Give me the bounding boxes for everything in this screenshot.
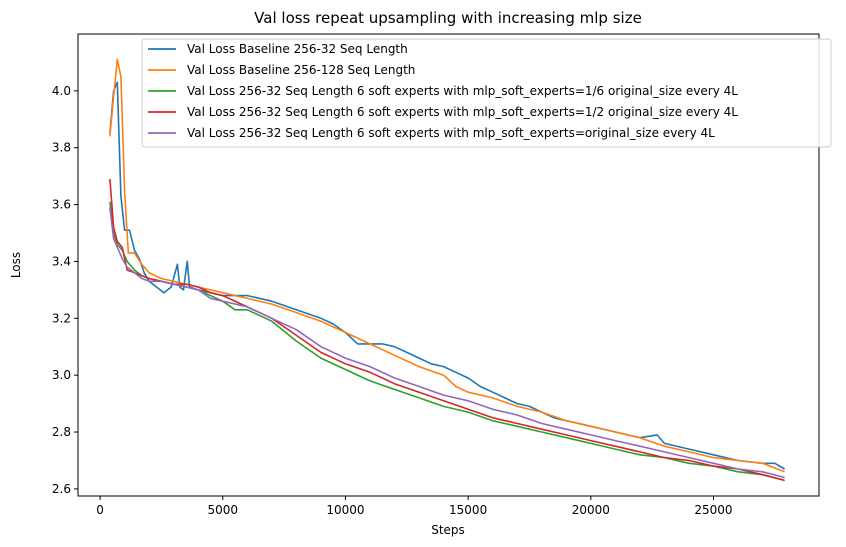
y-tick-label: 3.4 <box>52 254 71 268</box>
series-line-5 <box>109 207 785 479</box>
legend-box <box>141 38 832 148</box>
y-tick-label: 4.0 <box>52 84 71 98</box>
series-line-2 <box>109 58 785 473</box>
legend-label-3: Val Loss 256-32 Seq Length 6 soft expert… <box>187 84 738 98</box>
x-tick-label: 15000 <box>449 503 487 517</box>
plot-frame <box>77 33 820 497</box>
legend-label-5: Val Loss 256-32 Seq Length 6 soft expert… <box>187 126 715 140</box>
y-tick-label: 2.6 <box>52 482 71 496</box>
x-tick-label: 5000 <box>207 503 238 517</box>
series-lines <box>109 58 786 482</box>
y-axis-label: Loss <box>9 252 23 278</box>
y-axis: 2.6 2.8 3.0 3.2 3.4 3.6 3.8 4.0 <box>52 84 78 496</box>
y-tick-label: 3.0 <box>52 368 71 382</box>
y-tick-label: 3.2 <box>52 311 71 325</box>
y-tick-label: 2.8 <box>52 425 71 439</box>
y-tick-label: 3.8 <box>52 141 71 155</box>
x-tick-label: 20000 <box>572 503 610 517</box>
x-axis-label: Steps <box>431 523 465 537</box>
legend: Val Loss Baseline 256-32 Seq Length Val L… <box>141 38 832 148</box>
x-axis: 0 5000 10000 15000 20000 25000 <box>96 496 733 517</box>
chart-title: Val loss repeat upsampling with increasi… <box>254 9 642 27</box>
series-line-4 <box>109 178 785 482</box>
legend-label-2: Val Loss Baseline 256-128 Seq Length <box>187 63 415 77</box>
legend-label-4: Val Loss 256-32 Seq Length 6 soft expert… <box>187 105 738 119</box>
x-tick-label: 0 <box>96 503 104 517</box>
x-tick-label: 10000 <box>326 503 364 517</box>
plot-area <box>77 33 820 497</box>
y-tick-label: 3.6 <box>52 198 71 212</box>
legend-label-1: Val Loss Baseline 256-32 Seq Length <box>187 42 408 56</box>
x-tick-label: 25000 <box>694 503 732 517</box>
